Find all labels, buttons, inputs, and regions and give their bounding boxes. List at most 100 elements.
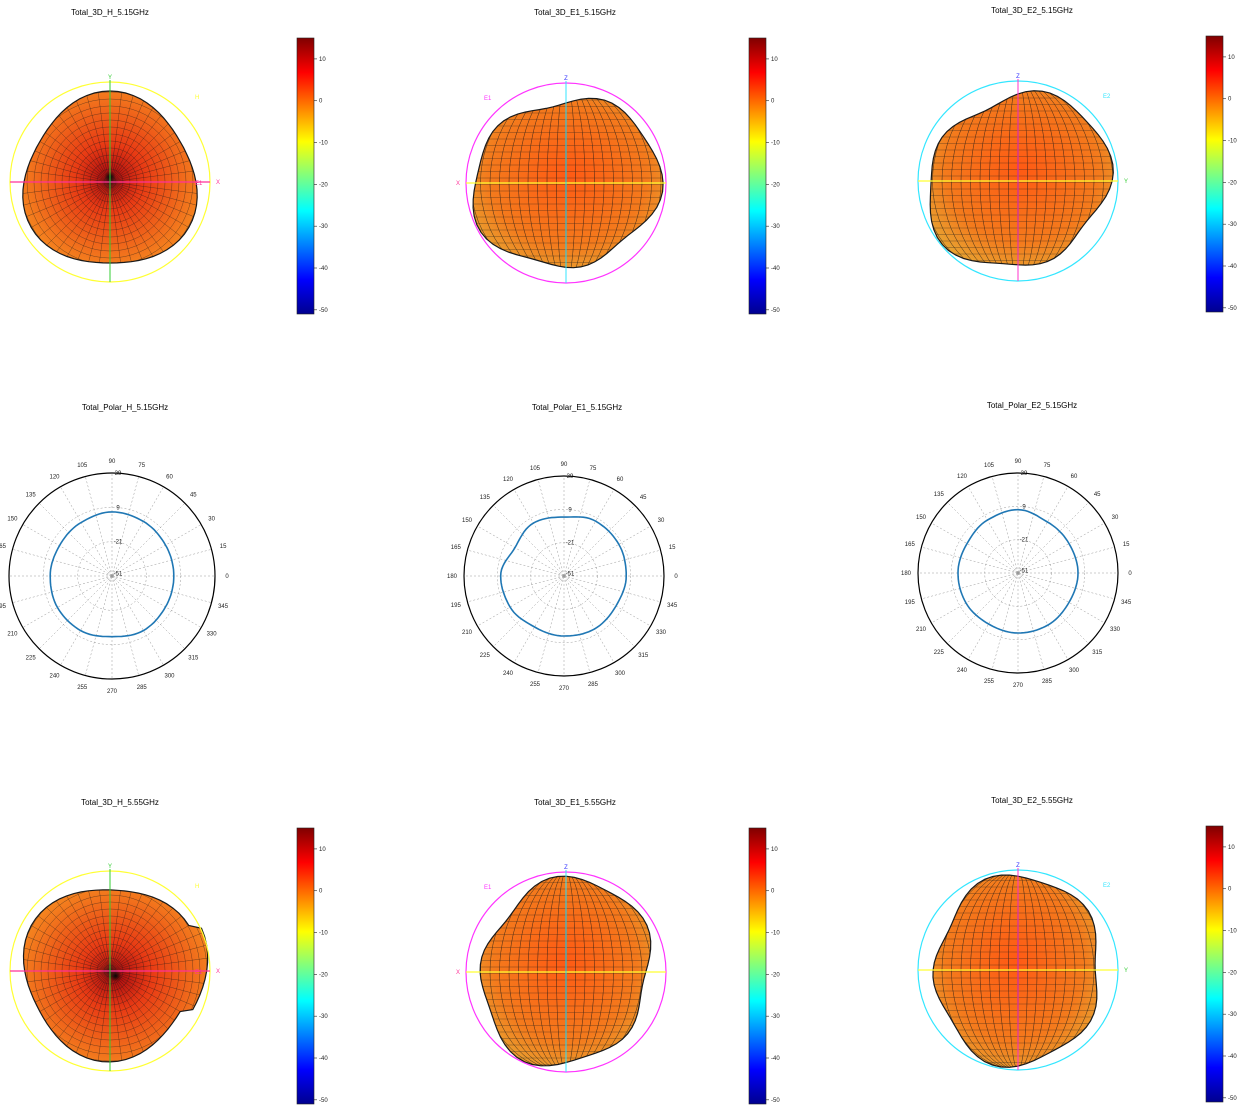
colorbar-tick-label: 10	[319, 57, 326, 63]
angular-gridline	[563, 575, 615, 663]
radial-tick-label: -51	[1020, 569, 1029, 575]
gain-trace	[49, 511, 175, 638]
panel-title: Total_3D_H_5.55GHz	[81, 798, 159, 807]
colorbar-tick-label: -30	[319, 224, 328, 230]
angle-tick-label: 135	[26, 493, 37, 499]
polar-frame	[463, 475, 665, 677]
radial-tick-label: 9	[568, 507, 572, 513]
angular-gridline	[1017, 546, 1115, 574]
colorbar-tick-label: -30	[319, 1014, 328, 1020]
colorbar-tick-label: -40	[1228, 1054, 1237, 1060]
radiation-lobe	[22, 889, 209, 1063]
angular-gridline	[1017, 572, 1069, 660]
angular-gridline	[111, 486, 164, 577]
angle-tick-label: 135	[480, 495, 491, 501]
pattern-3d-panel: Total_3D_E2_5.55GHz Z Y E2 10 0 -10 -20 -30 -40 -5…	[917, 796, 1237, 1103]
angular-gridline	[513, 489, 565, 577]
colorbar-tick-label: 0	[319, 99, 323, 105]
colorbar-tick-label: 10	[1228, 845, 1235, 851]
axis-label-up: Y	[108, 75, 112, 81]
colorbar-tick-label: -40	[771, 266, 780, 272]
colorbar-tick-label: -40	[319, 266, 328, 272]
angle-tick-label: 330	[656, 630, 667, 636]
angle-tick-label: 105	[530, 466, 541, 472]
angle-tick-label: 15	[220, 544, 227, 550]
angular-gridline	[1017, 572, 1089, 644]
angle-tick-label: 165	[0, 544, 7, 550]
radiation-lobe	[932, 874, 1098, 1068]
angle-tick-label: 0	[674, 574, 678, 580]
angle-tick-label: 345	[1121, 600, 1132, 606]
pattern-3d-panel: Total_3D_H_5.15GHz Y X E1 H 10 0 -10 -20 -30 -40 -5…	[9, 8, 328, 315]
angle-tick-label: 15	[1123, 542, 1130, 548]
angular-gridline	[921, 572, 1019, 600]
angular-gridline	[967, 486, 1019, 574]
colorbar-tick-label: 10	[771, 847, 778, 853]
angular-gridline	[563, 505, 635, 577]
axis-label-left: X	[456, 181, 460, 187]
colorbar	[1205, 825, 1224, 1103]
angular-gridline	[563, 575, 635, 647]
polar-title: Total_Polar_H_5.15GHz	[82, 403, 168, 412]
polar-frame	[917, 472, 1119, 674]
colorbar-tick-label: -20	[771, 972, 780, 978]
angle-tick-label: 225	[934, 650, 945, 656]
angle-tick-label: 240	[503, 671, 514, 677]
angle-tick-label: 30	[658, 518, 665, 524]
radial-tick-label: -51	[566, 572, 575, 578]
gain-trace	[499, 516, 627, 637]
angular-gridline	[467, 549, 565, 577]
angle-tick-label: 0	[1128, 571, 1132, 577]
angle-tick-label: 270	[559, 686, 570, 692]
radial-gridline	[77, 541, 147, 611]
angular-gridline	[991, 476, 1019, 574]
colorbar-tick-label: -40	[319, 1056, 328, 1062]
angle-tick-label: 90	[109, 459, 116, 465]
angular-gridline	[111, 524, 202, 577]
angle-tick-label: 105	[77, 463, 88, 469]
angle-tick-label: 75	[590, 466, 597, 472]
angle-tick-label: 240	[957, 668, 968, 674]
angle-tick-label: 45	[190, 493, 197, 499]
ring-label: E1	[484, 885, 492, 891]
angular-gridline	[967, 572, 1019, 660]
angular-gridline	[947, 572, 1019, 644]
angle-tick-label: 135	[934, 492, 945, 498]
angle-tick-label: 120	[49, 474, 60, 480]
axis-label-left: X	[456, 970, 460, 976]
polar-title: Total_Polar_E2_5.15GHz	[987, 401, 1077, 410]
angle-tick-label: 15	[669, 545, 676, 551]
axis-label-up: Z	[1016, 74, 1020, 80]
angle-tick-label: 300	[1069, 668, 1080, 674]
angle-tick-label: 60	[617, 477, 624, 483]
angle-tick-label: 150	[462, 518, 473, 524]
radial-tick-label: -21	[566, 541, 575, 547]
colorbar-tick-label: 0	[1228, 887, 1232, 893]
angular-gridline	[111, 575, 164, 666]
angle-tick-label: 255	[77, 685, 88, 691]
angular-gridline	[563, 489, 615, 577]
radial-tick-label: 39	[115, 471, 122, 477]
colorbar-tick-label: -20	[771, 182, 780, 188]
angle-tick-label: 315	[638, 653, 649, 659]
radial-gridline	[497, 509, 631, 643]
angular-gridline	[537, 575, 565, 673]
colorbar-tick-label: -30	[1228, 1012, 1237, 1018]
colorbar-tick-label: -10	[1228, 139, 1237, 145]
angle-tick-label: 300	[164, 674, 175, 680]
colorbar-tick-label: -30	[771, 1014, 780, 1020]
panel-title: Total_3D_E1_5.55GHz	[534, 798, 616, 807]
polar-chart: Total_Polar_E1_5.15GHz -51 -21 9 39 0 15 30 45 60…	[447, 403, 678, 692]
ring-label: E2	[1103, 94, 1111, 100]
colorbar-tick-label: -10	[771, 141, 780, 147]
radial-gridline	[951, 506, 1085, 640]
radial-tick-label: 39	[1021, 471, 1028, 477]
angle-tick-label: 45	[1094, 492, 1101, 498]
angular-gridline	[513, 575, 565, 663]
angle-tick-label: 285	[588, 682, 599, 688]
angle-tick-label: 90	[561, 462, 568, 468]
angle-tick-label: 90	[1015, 459, 1022, 465]
axis-end-label: E1	[195, 181, 203, 187]
colorbar-tick-label: -40	[1228, 264, 1237, 270]
ring-label: E1	[484, 96, 492, 102]
